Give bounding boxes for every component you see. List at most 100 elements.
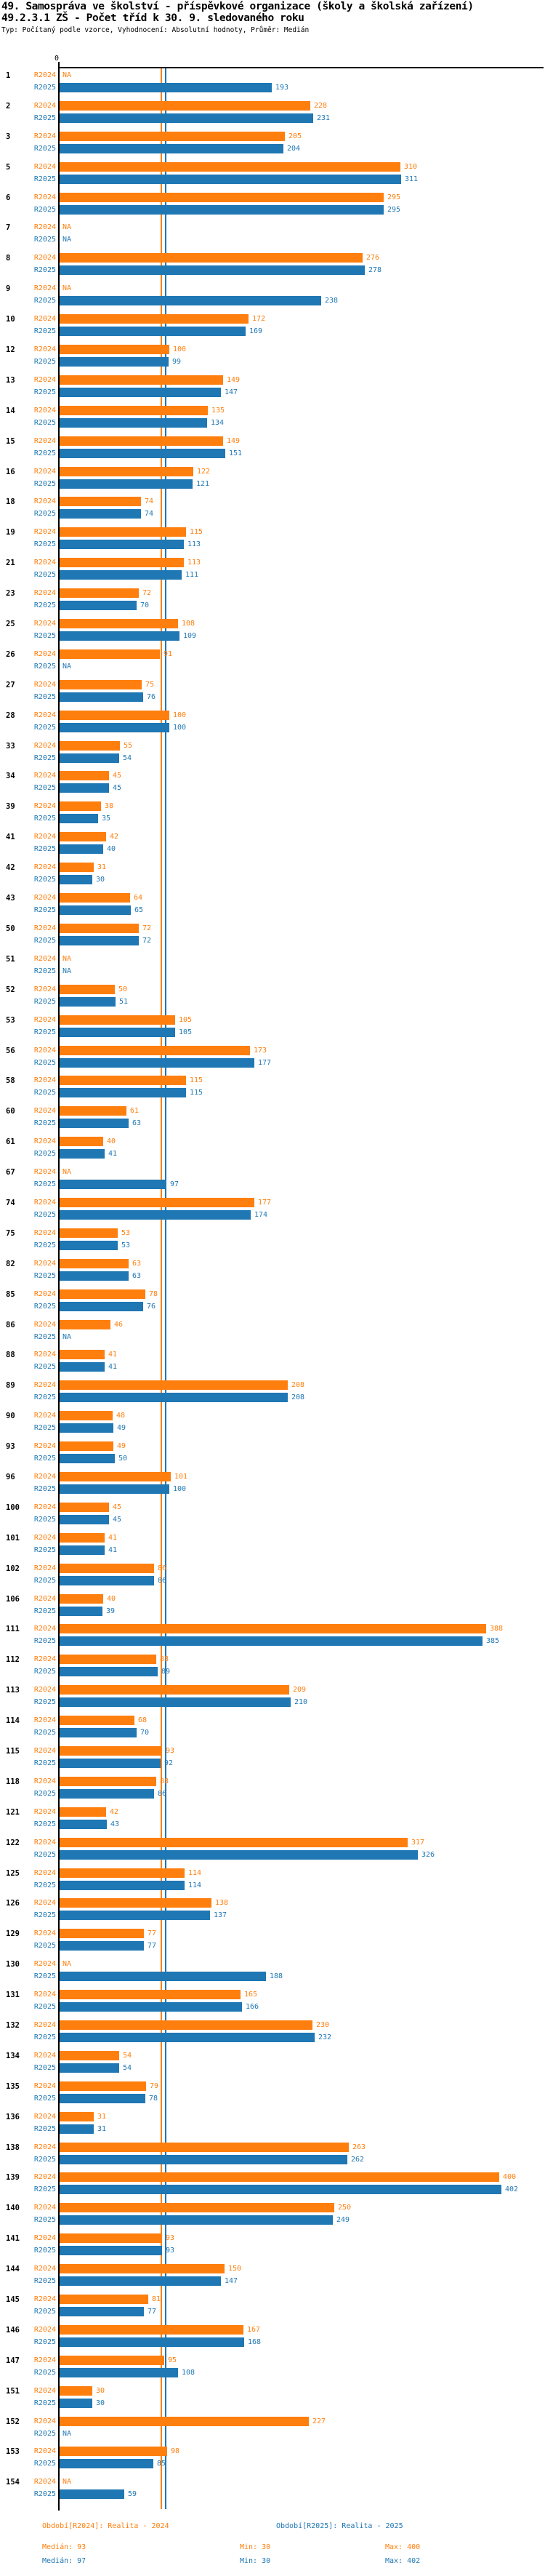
value-label-r2025: 385 [486,1637,500,1646]
value-label-r2025: 278 [368,266,382,275]
bar-row-r2024: R2024 86 [0,1563,545,1573]
bar-r2024 [60,466,193,476]
bar-r2025 [60,204,384,215]
series-label-r2025: R2025 [33,297,56,305]
bar-r2024 [60,2050,119,2060]
bar-row-r2024: R2024 115 [0,1076,545,1086]
na-label-r2025: NA [62,2429,72,2438]
bar-r2024 [60,1258,129,1268]
bar-row-r2025: R2025 311 [0,174,545,184]
na-label-r2024: NA [62,1168,72,1177]
series-label-r2025: R2025 [33,815,56,823]
chart-group-139: 139 R2024 400 R2025 402 [0,2172,545,2195]
series-label-r2024: R2024 [33,1960,56,1969]
chart-group-93: 93 R2024 49 R2025 50 [0,1441,545,1464]
bar-row-r2024: R2024 122 [0,466,545,476]
bar-r2025 [60,1849,418,1860]
bar-r2024 [60,1563,154,1573]
series-label-r2024: R2024 [33,1351,56,1359]
bar-r2025 [60,2033,315,2042]
row-number-label: 82 [6,1259,15,1268]
bar-row-r2025: R2025 NA [0,2429,545,2439]
bar-row-r2024: R2024 45 [0,1502,545,1512]
chart-rows: 1 R2024 NA R2025 193 2 R2024 228 R2025 231 3 R2024 2… [0,71,545,2508]
row-number-label: 131 [6,1991,20,2000]
bar-r2024 [60,2355,164,2365]
row-number-label: 41 [6,833,15,842]
chart-group-39: 39 R2024 38 R2025 35 [0,801,545,824]
bar-row-r2024: R2024 228 [0,100,545,111]
value-label-r2025: 231 [317,113,331,122]
value-label-r2024: 138 [215,1899,229,1908]
series-label-r2025: R2025 [33,449,56,457]
bar-r2025 [60,570,182,580]
value-label-r2024: 72 [142,589,152,598]
bar-row-r2024: R2024 64 [0,893,545,903]
value-label-r2025: 204 [287,144,301,153]
series-label-r2025: R2025 [33,1241,56,1249]
series-label-r2025: R2025 [33,1607,56,1615]
value-label-r2024: 263 [352,2143,366,2151]
bar-r2024 [60,2111,94,2121]
bar-r2024 [60,1807,106,1817]
value-label-r2025: 249 [336,2216,350,2225]
value-label-r2025: 168 [248,2337,262,2346]
chart-group-113: 113 R2024 209 R2025 210 [0,1685,545,1708]
bar-row-r2025: R2025 385 [0,1636,545,1647]
series-label-r2024: R2024 [33,528,56,537]
bar-row-r2024: R2024 93 [0,1745,545,1756]
row-number-label: 19 [6,528,15,537]
stat-max-r2024: Max: 400 [385,2543,421,2551]
bar-row-r2024: R2024 317 [0,1837,545,1847]
series-label-r2025: R2025 [33,1576,56,1585]
bar-row-r2024: R2024 108 [0,619,545,629]
row-number-label: 15 [6,436,15,446]
bar-row-r2024: R2024 38 [0,801,545,812]
bar-r2024 [60,1289,145,1299]
series-label-r2025: R2025 [33,1515,56,1524]
bar-r2025 [60,540,184,550]
value-label-r2024: 122 [197,467,211,476]
value-label-r2024: 75 [145,680,155,689]
bar-row-r2025: R2025 51 [0,996,545,1007]
bar-r2024 [60,100,310,111]
bar-row-r2024: R2024 100 [0,710,545,720]
bar-r2025 [60,2367,178,2377]
series-label-r2025: R2025 [33,1698,56,1707]
chart-group-140: 140 R2024 250 R2025 249 [0,2203,545,2225]
chart-group-13: 13 R2024 149 R2025 147 [0,375,545,397]
value-label-r2025: 31 [97,2124,107,2133]
series-label-r2024: R2024 [33,1198,56,1207]
value-label-r2025: 86 [158,1576,167,1585]
bar-r2024 [60,1228,118,1238]
chart-group-115: 115 R2024 93 R2025 92 [0,1745,545,1768]
bar-row-r2024: R2024 88 [0,1776,545,1786]
value-label-r2025: 54 [123,753,132,762]
bar-row-r2024: R2024 NA [0,1167,545,1177]
value-label-r2024: 173 [254,1046,267,1055]
series-label-r2024: R2024 [33,802,56,811]
bar-row-r2025: R2025 238 [0,296,545,306]
chart-group-102: 102 R2024 86 R2025 86 [0,1563,545,1585]
value-label-r2025: 147 [225,388,238,396]
bar-r2025 [60,1209,251,1220]
bar-row-r2025: R2025 31 [0,2124,545,2134]
row-number-label: 8 [6,254,11,263]
bar-r2025 [60,1423,113,1433]
value-label-r2025: 166 [246,2003,259,2012]
bar-row-r2025: R2025 40 [0,844,545,855]
chart-group-15: 15 R2024 149 R2025 151 [0,436,545,458]
bar-r2025 [60,2276,221,2287]
bar-row-r2024: R2024 NA [0,2477,545,2487]
row-number-label: 102 [6,1564,20,1573]
value-label-r2025: 41 [108,1545,118,1554]
chart-group-129: 129 R2024 77 R2025 77 [0,1929,545,1951]
bar-row-r2024: R2024 105 [0,1015,545,1025]
series-label-r2025: R2025 [33,540,56,549]
series-label-r2024: R2024 [33,162,56,171]
series-label-r2024: R2024 [33,1320,56,1329]
value-label-r2024: 227 [312,2417,326,2425]
value-label-r2024: 40 [107,1594,116,1603]
bar-r2024 [60,1593,103,1604]
row-number-label: 50 [6,924,15,933]
